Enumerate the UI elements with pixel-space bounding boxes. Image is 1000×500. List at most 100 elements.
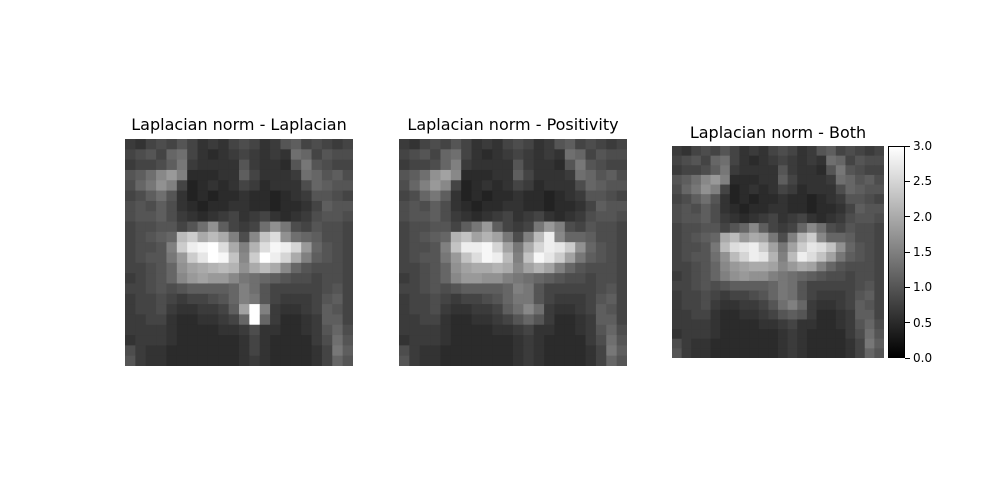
heatmap-cell	[187, 200, 199, 212]
heatmap-cell	[513, 139, 524, 150]
heatmap-cell	[301, 293, 313, 305]
heatmap-cell	[835, 290, 847, 301]
heatmap-cell	[874, 194, 884, 205]
heatmap-cell	[554, 221, 566, 233]
heatmap-cell	[156, 221, 168, 233]
heatmap-cell	[290, 200, 302, 212]
heatmap-cell	[845, 155, 856, 166]
heatmap-cell	[311, 169, 323, 181]
heatmap-cell	[280, 190, 292, 202]
heatmap-cell	[156, 159, 168, 171]
heatmap-cell	[787, 280, 798, 292]
heatmap-cell	[835, 252, 847, 263]
heatmap-cell	[332, 200, 344, 212]
heatmap-cell	[156, 200, 168, 212]
heatmap-cell	[729, 309, 741, 321]
heatmap-cell	[700, 252, 712, 263]
heatmap-cell	[430, 169, 442, 181]
heatmap-cell	[321, 159, 333, 171]
heatmap-cell	[749, 194, 760, 205]
heatmap-cell	[616, 252, 627, 264]
heatmap-cell	[768, 271, 779, 282]
heatmap-cell	[749, 319, 760, 330]
heatmap-cell	[564, 139, 576, 150]
heatmap-cell	[259, 169, 271, 181]
heatmap-cell	[290, 324, 302, 336]
heatmap-cell	[523, 242, 535, 254]
heatmap-cell	[419, 252, 431, 264]
heatmap-cell	[125, 335, 136, 346]
heatmap-cell	[342, 231, 353, 243]
heatmap-cell	[787, 165, 798, 176]
heatmap-cell	[554, 190, 566, 202]
heatmap-cell	[544, 211, 556, 223]
heatmap-cell	[758, 252, 769, 263]
heatmap-cell	[720, 319, 731, 330]
heatmap-cell	[739, 223, 750, 234]
heatmap-cell	[197, 273, 209, 285]
heatmap-cell	[720, 155, 731, 166]
panel-title-laplacian: Laplacian norm - Laplacian	[131, 115, 347, 134]
heatmap-cell	[419, 335, 431, 346]
heatmap-cell	[321, 149, 333, 161]
heatmap-cell	[239, 273, 250, 285]
heatmap-cell	[430, 262, 442, 274]
heatmap-cell	[826, 300, 837, 311]
heatmap-cell	[270, 169, 282, 181]
heatmap-cell	[197, 293, 209, 305]
heatmap-cell	[778, 194, 789, 205]
heatmap-cell	[218, 159, 230, 171]
heatmap-cell	[440, 159, 452, 171]
heatmap-cell	[228, 335, 240, 346]
heatmap-cell	[816, 203, 827, 215]
heatmap-cell	[758, 184, 769, 195]
heatmap-cell	[616, 335, 627, 346]
heatmap-cell	[450, 159, 462, 171]
heatmap-cell	[691, 146, 702, 157]
heatmap-cell	[481, 283, 493, 295]
heatmap-cell	[342, 324, 353, 336]
heatmap-cell	[409, 355, 421, 366]
heatmap-cell	[502, 159, 514, 171]
heatmap-cell	[826, 174, 837, 186]
heatmap-cell	[419, 231, 431, 243]
heatmap-cell	[787, 146, 798, 157]
heatmap-cell	[145, 273, 157, 285]
heatmap-cell	[826, 290, 837, 301]
heatmap-cell	[749, 271, 760, 282]
heatmap-cell	[166, 252, 178, 264]
heatmap-cell	[399, 304, 410, 316]
heatmap-cell	[533, 324, 545, 336]
heatmap-cell	[554, 355, 566, 366]
heatmap-cell	[778, 213, 789, 224]
heatmap-cell	[419, 200, 431, 212]
heatmap-cell	[239, 304, 250, 316]
heatmap-cell	[758, 146, 769, 157]
heatmap-cell	[739, 280, 750, 292]
heatmap-cell	[342, 169, 353, 181]
heatmap-cell	[228, 314, 240, 326]
colorbar-tick	[905, 357, 910, 359]
heatmap-cell	[166, 293, 178, 305]
heatmap-cell	[259, 273, 271, 285]
heatmap-cell	[787, 300, 798, 311]
heatmap-cell	[681, 329, 692, 340]
heatmap-cell	[207, 190, 219, 202]
heatmap-cell	[332, 139, 344, 150]
heatmap-cell	[218, 273, 230, 285]
heatmap-cell	[826, 261, 837, 272]
heatmap-cell	[513, 304, 524, 316]
heatmap-cell	[461, 211, 473, 223]
heatmap-cell	[816, 261, 827, 272]
heatmap-cell	[710, 165, 721, 176]
heatmap-cell	[430, 211, 442, 223]
heatmap-cell	[135, 314, 147, 326]
heatmap-cell	[239, 252, 250, 264]
heatmap-cell	[239, 169, 250, 181]
heatmap-cell	[471, 159, 483, 171]
colorbar-tick-label: 0.5	[913, 315, 933, 330]
heatmap-cell	[700, 338, 712, 349]
heatmap-cell	[523, 211, 535, 223]
heatmap-cell	[616, 355, 627, 366]
heatmap-cell	[145, 304, 157, 316]
